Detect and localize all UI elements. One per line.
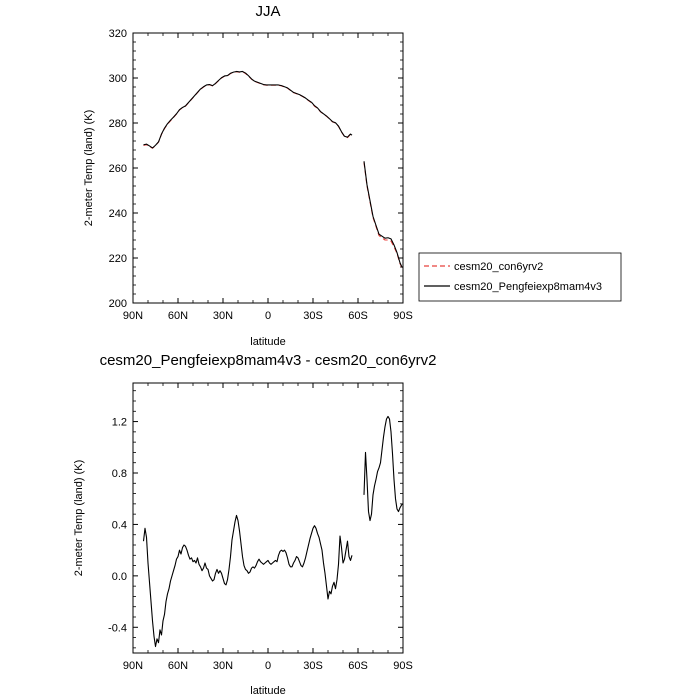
x-tick-label: 30S	[303, 310, 323, 322]
bottom-panel-title: cesm20_Pengfeiexp8mam4v3 - cesm20_con6yr…	[100, 352, 437, 369]
y-tick-label: 1.2	[112, 417, 127, 429]
series-line-0	[142, 514, 353, 648]
legend-label-pengfei: cesm20_Pengfeiexp8mam4v3	[454, 281, 602, 293]
x-tick-label: 60N	[168, 310, 188, 322]
y-tick-label: 200	[109, 298, 127, 310]
x-tick-label: 0	[265, 310, 271, 322]
legend-box	[418, 252, 622, 302]
y-tick-label: 320	[109, 28, 127, 40]
y-tick-label: -0.4	[108, 622, 127, 634]
y-tick-label: 0.0	[112, 571, 127, 583]
x-tick-label: 90N	[123, 310, 143, 322]
series-line-0	[363, 415, 403, 522]
x-tick-label: 0	[265, 660, 271, 672]
x-tick-label: 60S	[348, 660, 368, 672]
x-tick-label: 30S	[303, 660, 323, 672]
top-panel-plot-lines	[143, 70, 403, 269]
legend-label-con6yrv2: cesm20_con6yrv2	[454, 261, 543, 273]
bottom-panel-plot-lines	[142, 415, 403, 648]
y-tick-label: 260	[109, 163, 127, 175]
top-panel-ylabel: 2-meter Temp (land) (K)	[83, 110, 95, 227]
top-panel-ticks: 90N 60N 30N 0 30S 60S 90S 200 220 240 260 280 300 320	[109, 28, 413, 322]
legend: cesm20_con6yrv2 cesm20_Pengfeiexp8mam4v3	[418, 252, 622, 302]
x-tick-label: 90S	[393, 660, 413, 672]
x-tick-label: 30N	[213, 310, 233, 322]
bottom-panel-ylabel: 2-meter Temp (land) (K)	[73, 460, 85, 577]
top-panel-xlabel: latitude	[250, 336, 285, 348]
y-tick-label: 220	[109, 253, 127, 265]
bottom-panel-ticks: 90N 60N 30N 0 30S 60S 90S -0.4 0.0 0.4 0.8 1.2	[108, 383, 413, 672]
y-tick-label: 280	[109, 118, 127, 130]
x-tick-label: 30N	[213, 660, 233, 672]
top-panel-frame	[132, 32, 404, 304]
top-panel: JJA latitude 2-meter Temp (land) (K) 90N…	[83, 3, 413, 348]
series-line-0	[143, 71, 353, 149]
y-tick-label: 0.8	[112, 468, 127, 480]
series-line-1	[363, 161, 403, 268]
x-tick-label: 90S	[393, 310, 413, 322]
y-tick-label: 0.4	[112, 519, 127, 531]
x-tick-label: 90N	[123, 660, 143, 672]
x-tick-label: 60S	[348, 310, 368, 322]
top-panel-title: JJA	[255, 3, 280, 20]
bottom-panel-frame	[132, 382, 404, 654]
y-tick-label: 300	[109, 73, 127, 85]
y-tick-label: 240	[109, 208, 127, 220]
x-tick-label: 60N	[168, 660, 188, 672]
bottom-panel-xlabel: latitude	[250, 685, 285, 697]
bottom-panel: cesm20_Pengfeiexp8mam4v3 - cesm20_con6yr…	[73, 352, 436, 697]
series-line-1	[143, 70, 353, 149]
